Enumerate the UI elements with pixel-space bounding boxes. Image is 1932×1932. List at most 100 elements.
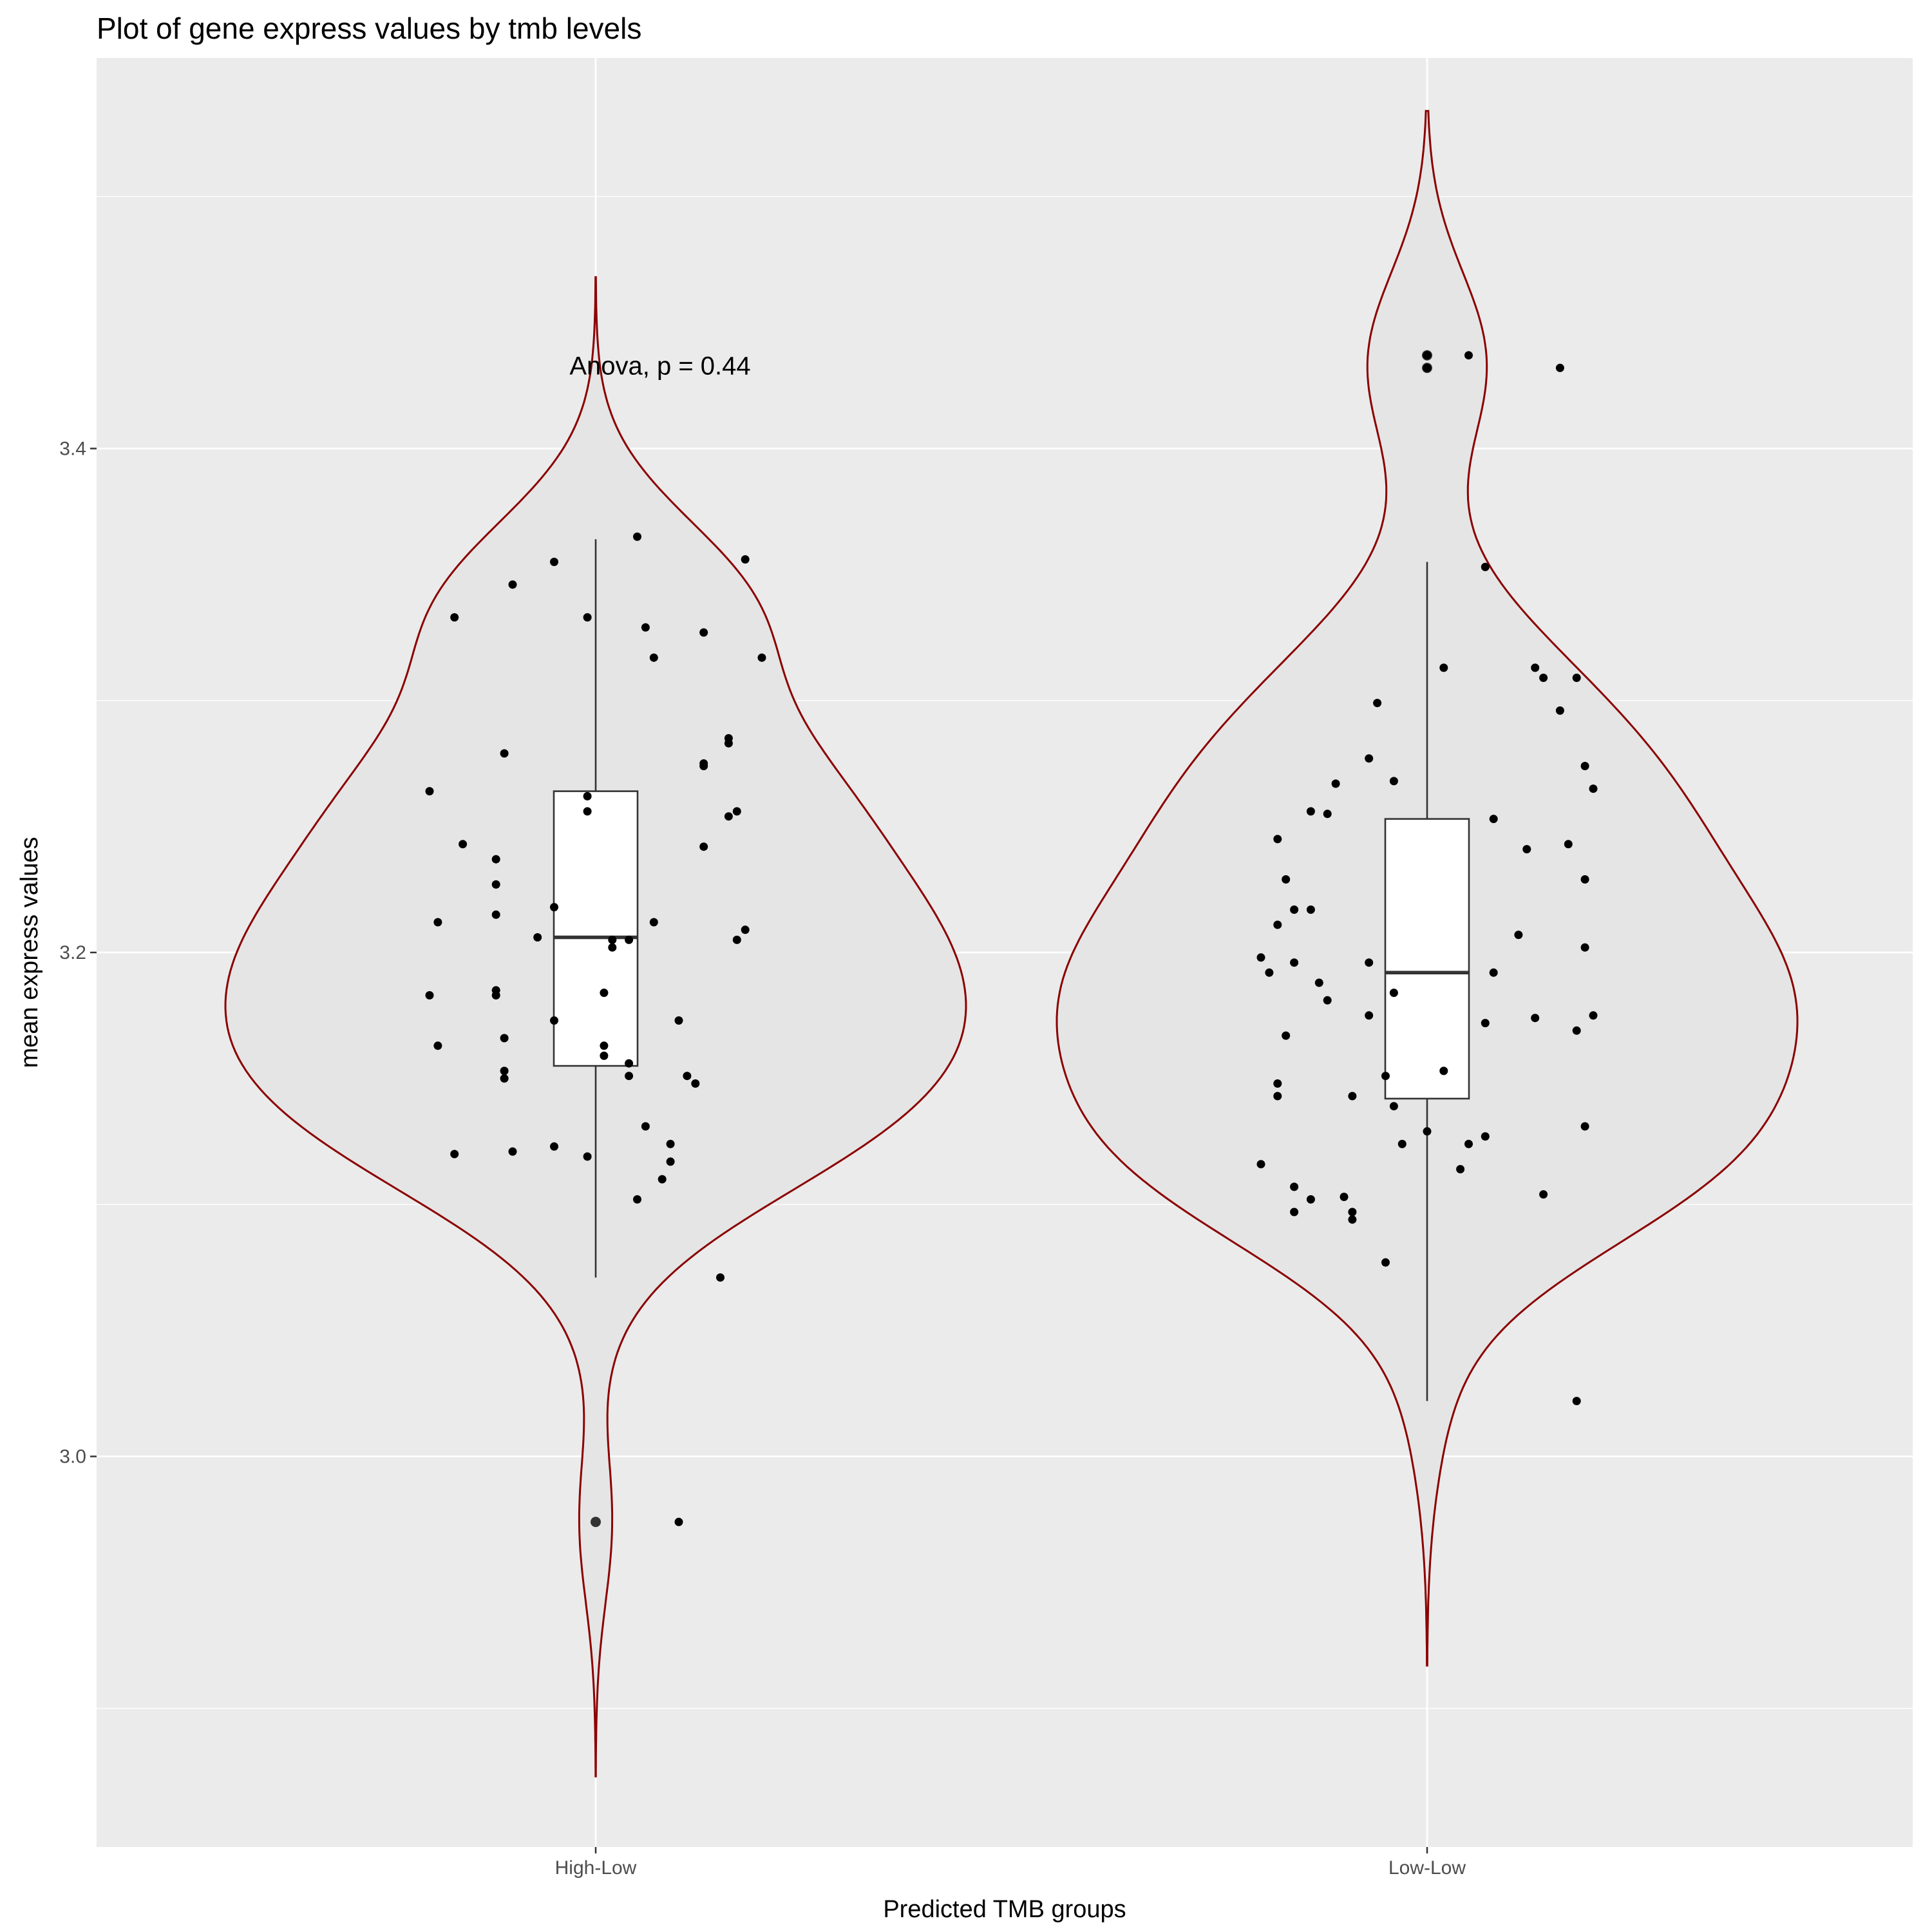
data-point — [1323, 810, 1332, 819]
data-point — [1580, 1122, 1589, 1131]
data-point — [1439, 1066, 1448, 1075]
data-point — [1273, 1092, 1282, 1101]
data-point — [1314, 978, 1323, 987]
data-point — [1456, 1165, 1465, 1173]
data-point — [1348, 1215, 1357, 1224]
data-point — [608, 935, 617, 944]
y-tick-label: 3.4 — [59, 438, 86, 459]
data-point — [1256, 1160, 1265, 1169]
data-point — [1265, 968, 1274, 977]
data-point — [683, 1072, 692, 1081]
data-point — [699, 842, 708, 851]
data-point — [500, 1034, 509, 1043]
data-point — [1323, 996, 1332, 1005]
data-point — [1439, 663, 1448, 672]
data-point — [666, 1157, 675, 1166]
data-point — [1282, 1031, 1291, 1040]
data-point — [732, 807, 741, 816]
data-point — [550, 1016, 558, 1025]
data-point — [649, 918, 658, 927]
data-point — [1256, 953, 1265, 962]
box-iqr — [553, 790, 639, 1067]
data-point — [1481, 562, 1490, 571]
data-point — [625, 935, 634, 944]
data-point — [500, 1074, 509, 1083]
box-iqr — [1384, 818, 1470, 1100]
data-point — [699, 759, 708, 768]
data-point — [1340, 1193, 1349, 1201]
data-point — [491, 910, 500, 919]
data-point — [1306, 905, 1315, 914]
data-point — [674, 1517, 683, 1526]
data-point — [1531, 1014, 1540, 1023]
data-point — [1481, 1019, 1490, 1028]
data-point — [1331, 779, 1340, 788]
data-point — [425, 787, 434, 796]
data-point — [600, 1041, 609, 1050]
data-point — [1273, 1079, 1282, 1088]
outlier-point — [591, 1517, 601, 1528]
data-point — [550, 903, 558, 912]
data-point — [500, 1066, 509, 1075]
data-point — [1489, 968, 1498, 977]
data-point — [500, 749, 509, 758]
data-point — [1589, 784, 1598, 793]
data-point — [1489, 815, 1498, 824]
data-point — [450, 613, 459, 622]
data-point — [1306, 807, 1315, 816]
data-point — [1290, 1208, 1299, 1217]
data-point — [1564, 840, 1573, 849]
data-point — [741, 925, 750, 934]
data-point — [1555, 706, 1564, 715]
data-point — [1572, 1397, 1581, 1405]
data-point — [550, 558, 558, 566]
data-point — [1306, 1195, 1315, 1204]
y-axis-title: mean express values — [16, 837, 43, 1068]
data-point — [583, 613, 592, 622]
data-point — [724, 739, 733, 748]
data-point — [1290, 905, 1299, 914]
data-point — [425, 991, 434, 999]
data-point — [1389, 989, 1398, 998]
data-point — [1389, 777, 1398, 786]
data-point — [1539, 1190, 1548, 1199]
data-point — [1423, 363, 1432, 372]
data-point — [491, 855, 500, 864]
y-tick-label: 3.2 — [59, 942, 86, 963]
data-point — [674, 1016, 683, 1025]
data-point — [1282, 875, 1291, 884]
data-point — [716, 1273, 724, 1282]
data-point — [666, 1139, 675, 1148]
data-point — [1580, 875, 1589, 884]
data-point — [691, 1079, 700, 1088]
data-point — [1365, 1011, 1374, 1020]
data-point — [1273, 835, 1282, 844]
data-point — [583, 1152, 592, 1161]
data-point — [741, 555, 750, 564]
data-point — [699, 628, 708, 637]
data-point — [433, 1041, 442, 1050]
data-point — [625, 1072, 634, 1081]
data-point — [1555, 363, 1564, 372]
data-point — [625, 1059, 634, 1068]
data-point — [600, 989, 609, 998]
data-point — [491, 880, 500, 889]
data-point — [641, 623, 650, 632]
data-point — [1589, 1011, 1598, 1020]
data-point — [1572, 674, 1581, 682]
data-point — [1514, 931, 1523, 940]
data-point — [1381, 1072, 1390, 1081]
data-point — [608, 943, 617, 952]
data-point — [583, 807, 592, 816]
data-point — [641, 1122, 650, 1131]
data-point — [1580, 762, 1589, 770]
data-point — [649, 653, 658, 662]
data-point — [491, 986, 500, 995]
x-axis-ticks: High-Low Low-Low — [555, 1847, 1466, 1879]
y-tick-label: 3.0 — [59, 1446, 86, 1468]
x-tick-label: Low-Low — [1388, 1857, 1466, 1879]
data-point — [508, 1147, 517, 1156]
data-point — [450, 1150, 459, 1159]
anova-annotation: Anova, p = 0.44 — [569, 352, 750, 380]
